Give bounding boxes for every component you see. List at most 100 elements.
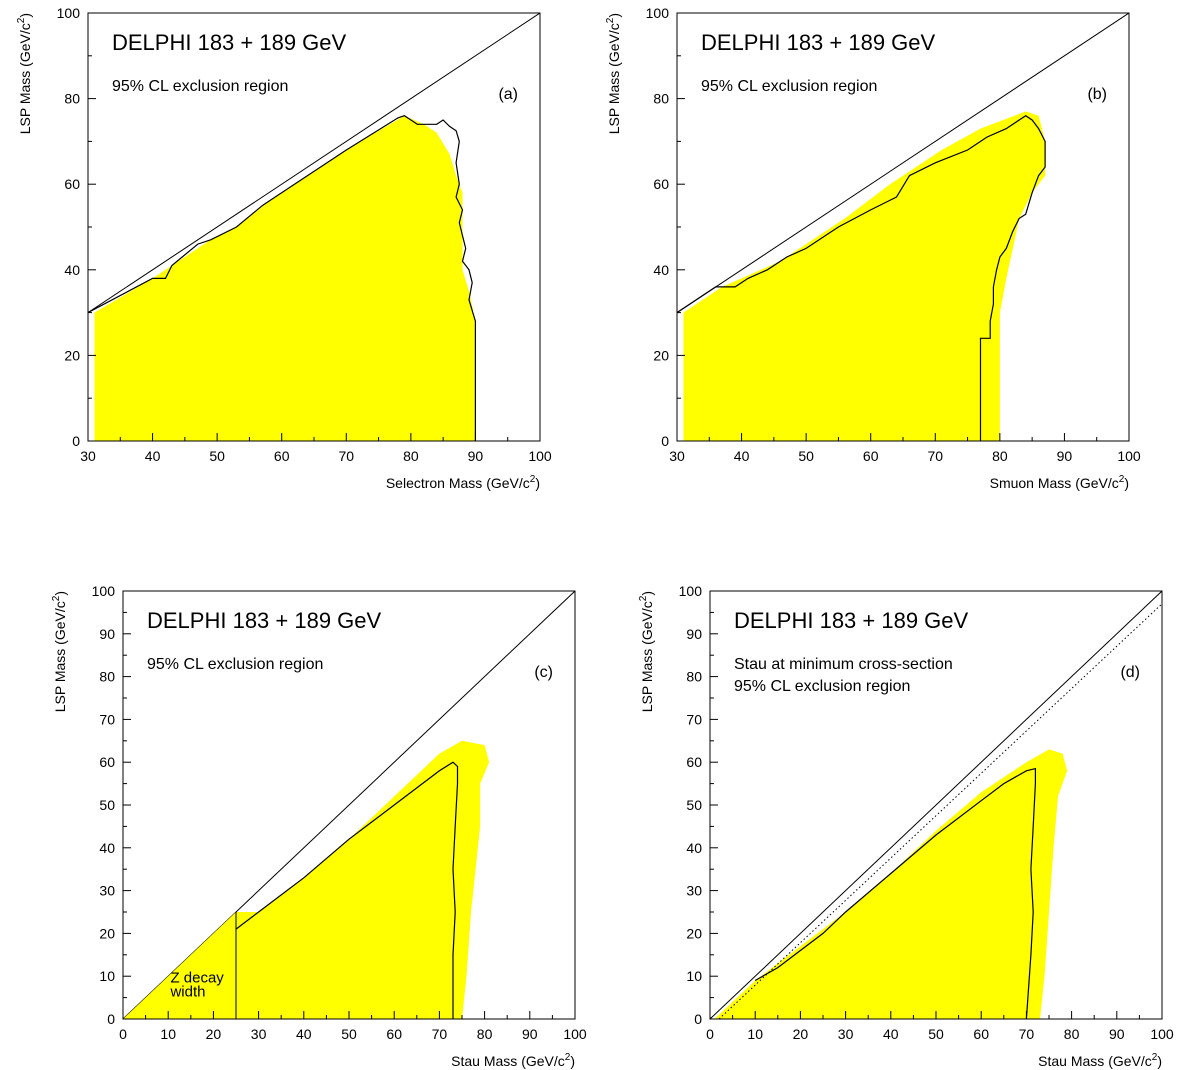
x-tick-label: 40 [883,1026,899,1042]
x-tick-label: 90 [1109,1026,1125,1042]
y-tick-label: 50 [99,797,115,813]
x-tick-label: 50 [928,1026,944,1042]
y-tick-label: 100 [646,5,670,21]
z-width-annotation: Z decay [170,970,224,987]
chart-panel: 0 10 20 30 40 50 60 70 80 90 100 0 10 20 30 40 50 60 70 80 9… [51,583,587,1069]
y-tick-label: 30 [686,883,702,899]
plot-area [123,591,575,1019]
chart-panel: 30 40 50 60 70 80 90 100 0 20 40 60 80 100 Smuon Mass … [605,5,1141,491]
x-tick-label: 90 [468,448,484,464]
chart-subtitle: 95% CL exclusion region [112,78,288,95]
plot-area [88,13,540,441]
y-tick-label: 100 [57,5,81,21]
y-tick-label: 60 [686,754,702,770]
x-tick-label: 70 [338,448,354,464]
x-tick-label: 30 [80,448,96,464]
x-tick-label: 90 [1057,448,1073,464]
y-tick-label: 40 [686,840,702,856]
x-tick-label: 50 [798,448,814,464]
plot-area [710,591,1162,1019]
chart-title: DELPHI 183 + 189 GeV [734,608,969,633]
x-axis-label: Stau Mass (GeV/c2) [451,1052,575,1069]
x-tick-label: 100 [563,1026,587,1042]
z-width-annotation: width [169,984,205,1001]
x-tick-label: 60 [386,1026,402,1042]
chart-panel: 30 40 50 60 70 80 90 100 0 20 40 60 80 100 Selectron M… [16,5,552,491]
x-tick-label: 30 [669,448,685,464]
y-axis-label: LSP Mass (GeV/c2) [16,13,33,134]
y-tick-label: 20 [64,347,80,363]
y-tick-label: 60 [64,176,80,192]
x-tick-label: 40 [145,448,161,464]
x-tick-label: 70 [432,1026,448,1042]
limit-contour [88,115,476,441]
chart-title: DELPHI 183 + 189 GeV [147,608,382,633]
x-tick-label: 100 [1150,1026,1174,1042]
y-tick-label: 0 [107,1011,115,1027]
y-tick-label: 60 [99,754,115,770]
x-tick-label: 0 [119,1026,127,1042]
x-tick-label: 60 [863,448,879,464]
x-tick-label: 70 [1019,1026,1035,1042]
limit-contour [235,761,459,1019]
y-axis-label: LSP Mass (GeV/c2) [51,591,68,712]
x-tick-label: 30 [251,1026,267,1042]
x-tick-label: 0 [706,1026,714,1042]
x-tick-label: 80 [992,448,1008,464]
panel-label: (c) [534,664,553,681]
x-tick-label: 40 [296,1026,312,1042]
y-axis-label: LSP Mass (GeV/c2) [605,13,622,134]
panel-label: (a) [498,86,518,103]
panel-label: (d) [1120,664,1140,681]
x-tick-label: 50 [341,1026,357,1042]
excluded-region [94,115,476,441]
x-tick-label: 20 [793,1026,809,1042]
z-width-region [123,912,236,1019]
dotted-limit-line [718,603,1162,1019]
chart-subtitle: 95% CL exclusion region [701,78,877,95]
x-tick-label: 20 [206,1026,222,1042]
panel-label: (b) [1087,86,1107,103]
y-tick-label: 70 [99,711,115,727]
x-tick-label: 90 [522,1026,538,1042]
y-tick-label: 40 [99,840,115,856]
kinematic-limit-line [710,591,1162,1019]
y-tick-label: 100 [679,583,703,599]
x-tick-label: 40 [734,448,750,464]
plot-area [677,13,1129,441]
x-tick-label: 100 [1117,448,1141,464]
y-axis-label: LSP Mass (GeV/c2) [638,591,655,712]
x-axis-label: Selectron Mass (GeV/c2) [386,474,540,491]
y-tick-label: 80 [99,669,115,685]
x-tick-label: 30 [838,1026,854,1042]
y-tick-label: 80 [64,91,80,107]
excluded-region [683,111,1046,441]
y-tick-label: 30 [99,883,115,899]
chart-title: DELPHI 183 + 189 GeV [701,30,936,55]
y-tick-label: 100 [92,583,116,599]
chart-panel: 0 10 20 30 40 50 60 70 80 90 100 0 10 20 30 40 50 60 70 80 9… [638,583,1174,1069]
x-tick-label: 70 [927,448,943,464]
x-tick-label: 100 [528,448,552,464]
chart-subtitle: Stau at minimum cross-section [734,656,953,673]
x-tick-label: 60 [274,448,290,464]
chart-title: DELPHI 183 + 189 GeV [112,30,347,55]
y-tick-label: 80 [653,91,669,107]
y-tick-label: 70 [686,711,702,727]
excluded-region [714,749,1068,1019]
y-tick-label: 0 [694,1011,702,1027]
y-tick-label: 40 [64,262,80,278]
y-tick-label: 80 [686,669,702,685]
y-tick-label: 20 [99,925,115,941]
y-tick-label: 20 [653,347,669,363]
kinematic-limit-line [88,13,540,314]
x-tick-label: 50 [209,448,225,464]
y-tick-label: 50 [686,797,702,813]
limit-contour [754,767,1037,1019]
x-axis-label: Stau Mass (GeV/c2) [1038,1052,1162,1069]
y-tick-label: 40 [653,262,669,278]
y-tick-label: 10 [99,968,115,984]
x-tick-label: 80 [1064,1026,1080,1042]
y-tick-label: 90 [686,626,702,642]
